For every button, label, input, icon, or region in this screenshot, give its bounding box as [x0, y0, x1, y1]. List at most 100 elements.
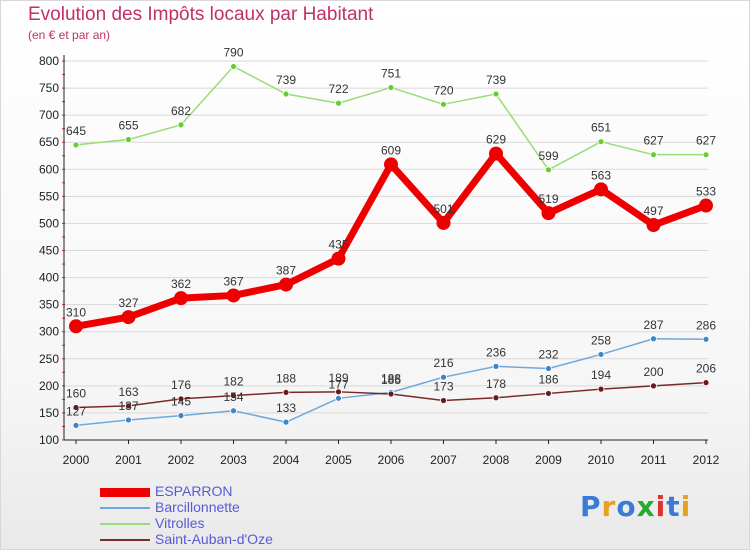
data-point-saint-auban-d-oze: [335, 388, 342, 396]
data-label-saint-auban-d-oze: 188: [276, 371, 296, 385]
proxiti-logo: Proxiti: [580, 490, 692, 523]
data-point-barcillonnette: [125, 416, 132, 424]
data-label-saint-auban-d-oze: 189: [328, 371, 348, 385]
data-point-vitrolles: [650, 151, 657, 159]
data-label-esparron: 519: [538, 192, 558, 206]
legend-label: Vitrolles: [155, 515, 205, 531]
y-tick-label: 500: [39, 216, 59, 230]
x-tick-label: 2003: [220, 453, 247, 467]
data-point-barcillonnette: [492, 362, 500, 370]
data-label-saint-auban-d-oze: 185: [381, 373, 401, 387]
x-tick-label: 2006: [378, 453, 405, 467]
data-point-saint-auban-d-oze: [492, 394, 500, 402]
data-point-barcillonnette: [650, 335, 657, 343]
data-label-vitrolles: 682: [171, 104, 191, 118]
x-tick-label: 2004: [273, 453, 300, 467]
data-label-esparron: 387: [276, 264, 296, 278]
y-tick-label: 350: [39, 298, 59, 312]
chart-subtitle: (en € et par an): [28, 28, 111, 42]
data-label-esparron: 533: [696, 185, 716, 199]
legend-label: Barcillonnette: [155, 499, 240, 515]
data-label-saint-auban-d-oze: 194: [591, 368, 611, 382]
data-point-esparron: [699, 198, 713, 213]
data-point-barcillonnette: [335, 394, 342, 402]
data-point-vitrolles: [125, 136, 132, 143]
data-point-vitrolles: [387, 84, 395, 91]
data-label-esparron: 367: [223, 274, 243, 288]
data-point-saint-auban-d-oze: [125, 402, 132, 410]
data-label-saint-auban-d-oze: 200: [643, 365, 663, 379]
series-line-esparron: [72, 150, 710, 330]
data-point-saint-auban-d-oze: [650, 382, 657, 390]
data-point-saint-auban-d-oze: [702, 379, 710, 387]
data-label-vitrolles: 739: [276, 73, 296, 87]
data-point-barcillonnette: [597, 351, 605, 358]
y-tick-label: 650: [39, 135, 59, 149]
data-label-barcillonnette: 154: [223, 390, 243, 404]
x-tick-label: 2011: [641, 453, 667, 467]
data-label-barcillonnette: 287: [643, 318, 663, 332]
data-label-barcillonnette: 137: [118, 399, 138, 413]
y-tick-label: 150: [39, 406, 59, 420]
y-tick-label: 750: [39, 81, 59, 95]
line-chart: 100 150 200 250 300 350 400 450 500 550 600 650 700 7…: [39, 45, 720, 467]
data-label-barcillonnette: 232: [538, 348, 558, 362]
y-tick-label: 450: [39, 244, 59, 258]
data-point-esparron: [121, 310, 136, 325]
data-label-vitrolles: 599: [538, 149, 558, 163]
data-label-saint-auban-d-oze: 206: [696, 362, 716, 376]
data-label-barcillonnette: 286: [696, 318, 716, 332]
data-point-saint-auban-d-oze: [597, 385, 605, 393]
data-label-esparron: 362: [171, 277, 191, 291]
data-point-saint-auban-d-oze: [72, 404, 80, 411]
data-label-barcillonnette: 133: [276, 401, 296, 415]
y-tick-label: 200: [39, 379, 59, 393]
data-label-vitrolles: 739: [486, 73, 506, 87]
data-label-saint-auban-d-oze: 160: [66, 387, 86, 401]
data-label-saint-auban-d-oze: 173: [433, 379, 453, 393]
data-point-barcillonnette: [230, 407, 237, 415]
legend-label: Saint-Auban-d'Oze: [155, 531, 273, 547]
legend-swatch-vitrolles: [100, 523, 150, 525]
data-point-vitrolles: [597, 138, 605, 146]
x-tick-label: 2008: [483, 453, 510, 467]
x-tick-label: 2009: [535, 453, 562, 467]
data-label-esparron: 629: [486, 133, 506, 147]
data-point-esparron: [279, 277, 293, 292]
data-label-esparron: 435: [328, 238, 348, 252]
data-point-esparron: [69, 319, 83, 334]
data-point-esparron: [331, 251, 346, 266]
data-label-barcillonnette: 127: [66, 404, 86, 418]
data-point-vitrolles: [545, 166, 552, 174]
data-point-esparron: [436, 215, 451, 230]
data-label-barcillonnette: 216: [433, 356, 453, 370]
data-label-vitrolles: 720: [433, 83, 453, 97]
data-label-saint-auban-d-oze: 176: [171, 378, 191, 392]
y-tick-label: 250: [39, 352, 59, 366]
x-tick-label: 2002: [168, 453, 195, 467]
data-label-saint-auban-d-oze: 163: [118, 385, 138, 399]
data-point-vitrolles: [72, 141, 80, 149]
data-point-barcillonnette: [440, 373, 447, 381]
data-point-vitrolles: [492, 90, 500, 98]
data-point-esparron: [489, 146, 503, 161]
data-label-barcillonnette: 236: [486, 345, 506, 359]
data-label-esparron: 501: [433, 202, 453, 216]
data-point-barcillonnette: [702, 335, 710, 343]
data-point-saint-auban-d-oze: [282, 388, 290, 396]
data-label-barcillonnette: 258: [591, 333, 611, 347]
data-label-esparron: 327: [118, 296, 138, 310]
legend-item-esparron: ESPARRON: [100, 483, 340, 501]
x-tick-label: 2001: [115, 453, 142, 467]
data-point-esparron: [384, 157, 398, 172]
data-point-saint-auban-d-oze: [230, 392, 237, 400]
data-label-esparron: 497: [643, 204, 663, 218]
y-tick-label: 600: [39, 162, 59, 176]
chart-title: Evolution des Impôts locaux par Habitant: [28, 4, 374, 25]
x-tick-label: 2000: [63, 453, 90, 467]
legend-swatch-esparron: [100, 488, 150, 497]
data-point-esparron: [174, 291, 188, 306]
data-point-vitrolles: [335, 99, 342, 107]
data-label-vitrolles: 645: [66, 124, 86, 138]
legend-item-vitrolles: Vitrolles: [100, 515, 340, 533]
